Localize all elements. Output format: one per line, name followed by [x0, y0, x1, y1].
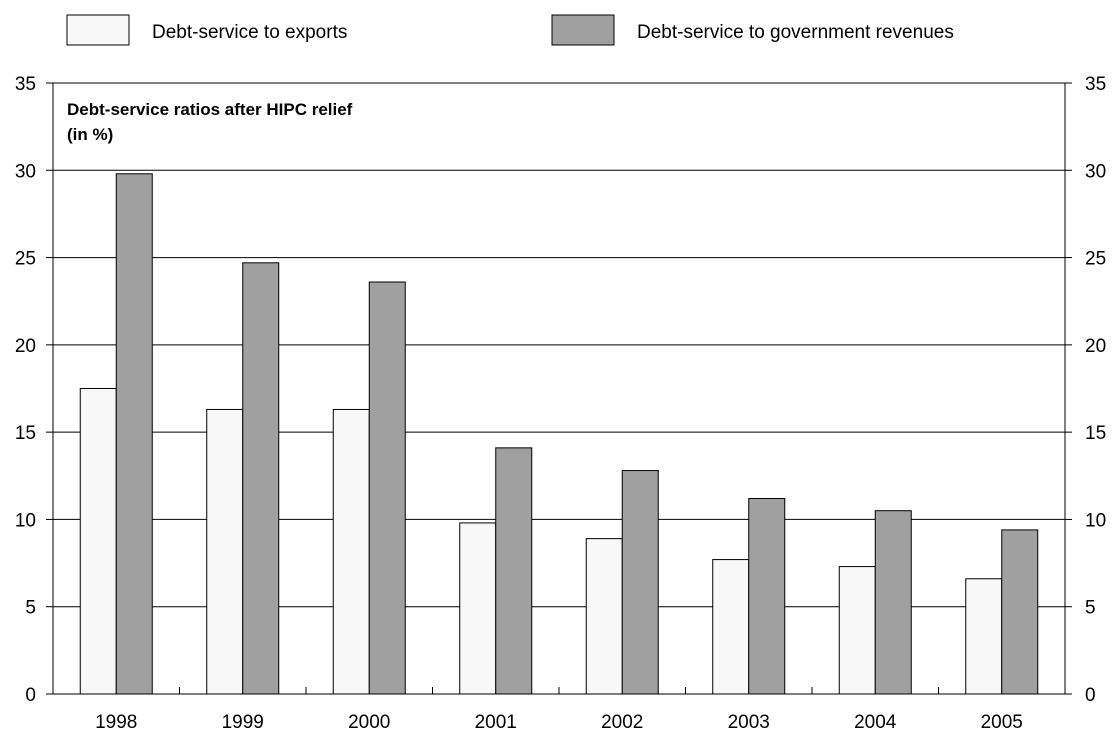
bar-revenues-2004: [874, 510, 912, 695]
x-tick-label: 2002: [601, 712, 643, 733]
bar-exports-2001: [459, 522, 497, 695]
y-tick-label-left: 5: [25, 598, 36, 619]
x-tick-label: 2004: [854, 712, 897, 733]
x-tick-label: 2001: [475, 712, 517, 733]
chart-title-line-2: (in %): [67, 125, 113, 144]
legend: Debt-service to exports Debt-service to g…: [66, 14, 954, 46]
y-tick-label-right: 20: [1085, 336, 1106, 357]
y-tick-label-left: 10: [15, 510, 36, 531]
y-tick-label-left: 25: [15, 249, 36, 270]
bar-exports-1999: [206, 408, 244, 695]
bar-revenues-2001: [495, 447, 533, 695]
legend-label-revenues: Debt-service to government revenues: [637, 22, 954, 43]
x-tick-label: 2003: [728, 712, 770, 733]
bar-exports-2004: [838, 566, 876, 695]
y-tick-label-right: 30: [1085, 161, 1106, 182]
x-tick-label: 2000: [348, 712, 390, 733]
chart-title-line-1: Debt-service ratios after HIPC relief: [67, 100, 353, 119]
bar-revenues-1998: [115, 173, 153, 695]
bar-revenues-1999: [242, 262, 280, 695]
plot-frame: [52, 82, 1066, 695]
y-tick-label-right: 15: [1085, 423, 1106, 444]
y-tick-label-right: 0: [1085, 685, 1096, 706]
gridlines: [53, 169, 1065, 608]
y-tick-label-left: 35: [15, 74, 36, 95]
y-tick-label-left: 20: [15, 336, 36, 357]
bar-exports-2005: [965, 578, 1003, 695]
y-tick-label-right: 10: [1085, 510, 1106, 531]
bar-exports-1998: [79, 388, 117, 695]
bar-revenues-2003: [748, 497, 786, 695]
y-tick-label-left: 15: [15, 423, 36, 444]
axis-ticks: [46, 82, 1072, 695]
bar-revenues-2000: [368, 281, 406, 695]
bar-revenues-2005: [1001, 529, 1039, 695]
bars: [79, 173, 1039, 695]
legend-swatch-exports: [66, 14, 130, 46]
y-axis-left-labels: 0 5 10 15 20 25 30 35: [15, 74, 36, 706]
y-tick-label-right: 25: [1085, 249, 1106, 270]
y-tick-label-left: 30: [15, 161, 36, 182]
bar-exports-2003: [712, 559, 750, 695]
legend-swatch-revenues: [551, 14, 615, 46]
x-axis-labels: 1998 1999 2000 2001 2002 2003 2004 2005: [95, 712, 1023, 733]
y-tick-label-left: 0: [25, 685, 36, 706]
legend-label-exports: Debt-service to exports: [152, 22, 347, 43]
bar-exports-2002: [585, 538, 623, 695]
y-axis-right-labels: 0 5 10 15 20 25 30 35: [1085, 74, 1106, 706]
x-tick-label: 1999: [222, 712, 264, 733]
bar-exports-2000: [332, 408, 370, 695]
x-tick-label: 1998: [95, 712, 137, 733]
bar-revenues-2002: [621, 470, 659, 695]
x-tick-label: 2005: [981, 712, 1023, 733]
y-tick-label-right: 35: [1085, 74, 1106, 95]
y-tick-label-right: 5: [1085, 598, 1096, 619]
